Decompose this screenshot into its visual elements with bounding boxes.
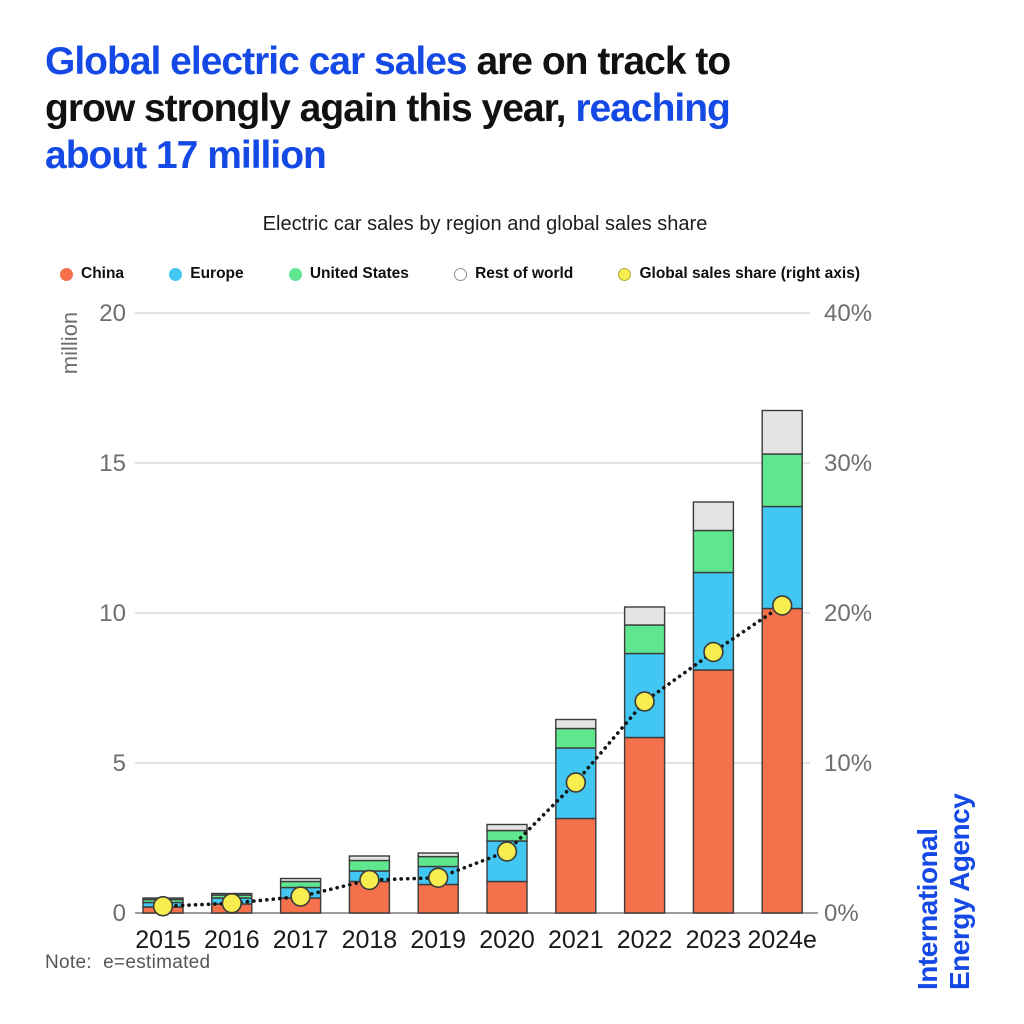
svg-text:2022: 2022 bbox=[617, 926, 673, 954]
svg-text:20: 20 bbox=[99, 300, 126, 327]
svg-text:5: 5 bbox=[113, 750, 126, 777]
svg-text:0: 0 bbox=[113, 900, 126, 927]
title-line-3: about 17 million bbox=[45, 132, 730, 179]
legend-label-china: China bbox=[81, 265, 125, 282]
svg-text:2020: 2020 bbox=[479, 926, 535, 954]
title-highlight: about 17 million bbox=[45, 134, 327, 177]
title-line-2: grow strongly again this year, reaching bbox=[45, 85, 731, 132]
europe-legend-marker-icon bbox=[169, 267, 183, 281]
stacked-bar-chart: 0 0% 5 10% 10 20% 15 30% 20 40% million 2015 2016 201… bbox=[57, 300, 872, 954]
legend-item-rest-of-world: Rest of world bbox=[454, 265, 573, 283]
svg-text:10: 10 bbox=[99, 600, 126, 627]
svg-text:2023: 2023 bbox=[686, 926, 742, 954]
svg-text:2024e: 2024e bbox=[747, 926, 817, 954]
united-states-legend-marker-icon bbox=[288, 267, 302, 281]
legend-label-rest-of-world: Rest of world bbox=[475, 265, 574, 282]
legend: China Europe United States Rest of world… bbox=[60, 265, 860, 283]
svg-text:40%: 40% bbox=[824, 300, 872, 327]
title-text: are on track to bbox=[466, 40, 731, 83]
svg-text:20%: 20% bbox=[824, 600, 872, 627]
svg-text:0%: 0% bbox=[824, 900, 859, 927]
svg-text:2015: 2015 bbox=[135, 926, 191, 954]
legend-label-global-sales-share: Global sales share (right axis) bbox=[639, 265, 860, 282]
title-highlight: reaching bbox=[565, 87, 731, 130]
iea-logo-line-2: Energy Agency bbox=[944, 793, 975, 990]
svg-text:2016: 2016 bbox=[204, 926, 260, 954]
svg-text:million: million bbox=[57, 312, 82, 374]
rest-of-world-legend-marker-icon bbox=[454, 267, 468, 281]
iea-logo: International Energy Agency bbox=[912, 750, 982, 990]
legend-label-united-states: United States bbox=[309, 265, 409, 282]
svg-text:10%: 10% bbox=[824, 750, 872, 777]
svg-text:2021: 2021 bbox=[548, 926, 604, 954]
footnote: Note: e=estimated bbox=[45, 952, 211, 973]
svg-text:15: 15 bbox=[99, 450, 126, 477]
chart-title: Electric car sales by region and global … bbox=[262, 213, 708, 235]
page-title: Global electric car sales are on track t… bbox=[45, 38, 731, 179]
legend-item-united-states: United States bbox=[288, 265, 409, 283]
title-highlight: Global electric car sales bbox=[45, 40, 468, 83]
legend-item-europe: Europe bbox=[169, 265, 244, 283]
china-legend-marker-icon bbox=[60, 267, 73, 281]
svg-text:2017: 2017 bbox=[273, 926, 329, 954]
legend-item-china: China bbox=[60, 265, 124, 283]
legend-label-europe: Europe bbox=[190, 265, 244, 282]
svg-text:2019: 2019 bbox=[410, 926, 466, 954]
iea-logo-line-1: International bbox=[912, 828, 943, 990]
title-line-1: Global electric car sales are on track t… bbox=[45, 38, 731, 85]
svg-text:30%: 30% bbox=[824, 450, 872, 477]
svg-text:2018: 2018 bbox=[342, 926, 398, 954]
global-sales-share-legend-marker-icon bbox=[618, 267, 632, 281]
legend-item-global-sales-share: Global sales share (right axis) bbox=[618, 265, 860, 283]
title-text: grow strongly again this year, bbox=[45, 87, 566, 130]
